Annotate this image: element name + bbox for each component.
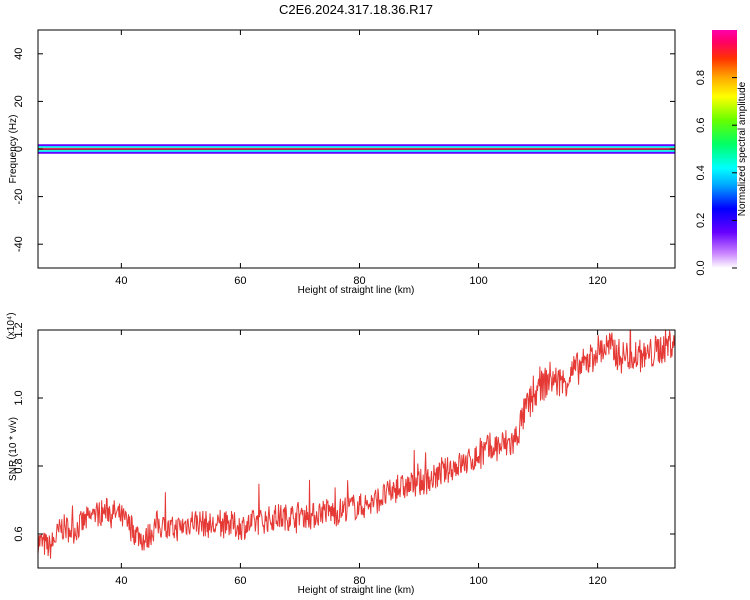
snr-y-ticks: 0.6 0.8 1.0 1.2	[13, 322, 675, 542]
y-tick-label: 0.8	[13, 458, 25, 473]
snr-panel: 40 60 80 100 120 0.6 0.8 1.0 1.2 Height of stra…	[6, 312, 676, 596]
spectrogram-x-label: Height of straight line (km)	[298, 285, 415, 296]
y-tick-label: 20	[13, 95, 25, 107]
y-tick-label: 40	[13, 48, 25, 60]
x-tick-label: 60	[234, 275, 246, 287]
spectrogram-panel: 40 60 80 100 120 -40 -20 0 20 40 Height of strai…	[8, 29, 676, 296]
x-tick-label: 80	[353, 275, 365, 287]
y-tick-label: -40	[13, 236, 25, 252]
snr-line	[38, 330, 675, 559]
x-tick-label: 40	[115, 575, 127, 587]
spectrogram-y-label: Frequency (Hz)	[8, 115, 19, 184]
figure-title: C2E6.2024.317.18.36.R17	[279, 2, 433, 17]
x-tick-label: 120	[588, 275, 606, 287]
y-tick-label: 1.0	[13, 390, 25, 405]
colorbar: 0.0 0.2 0.4 0.6 0.8 Normalized spectral ampl…	[695, 30, 748, 276]
colorbar-tick-label: 0.2	[695, 213, 707, 228]
y-tick-label: -20	[13, 189, 25, 205]
snr-x-ticks: 40 60 80 100 120	[115, 330, 607, 587]
spectrogram-x-ticks: 40 60 80 100 120	[115, 30, 607, 287]
y-tick-label: 0	[13, 146, 25, 152]
y-tick-label: 0.6	[13, 526, 25, 541]
colorbar-tick-label: 0.6	[695, 118, 707, 133]
y-tick-label: 1.2	[13, 322, 25, 337]
x-tick-label: 100	[469, 275, 487, 287]
snr-frame	[37, 329, 676, 569]
colorbar-tick-label: 0.8	[695, 70, 707, 85]
x-tick-label: 40	[115, 275, 127, 287]
spectral-band	[38, 141, 675, 157]
colorbar-label: Normalized spectral amplitude	[737, 81, 748, 216]
snr-x-label: Height of straight line (km)	[298, 585, 415, 596]
colorbar-ticks: 0.0 0.2 0.4 0.6 0.8	[695, 70, 737, 276]
colorbar-gradient	[712, 30, 737, 268]
snr-y-label: SNR (10 * v/v)	[8, 417, 19, 481]
spectrogram-y-ticks: -40 -20 0 20 40	[13, 48, 675, 252]
snr-series	[38, 330, 675, 559]
x-tick-label: 60	[234, 575, 246, 587]
x-tick-label: 100	[469, 575, 487, 587]
snr-plot-area	[38, 330, 675, 568]
x-tick-label: 80	[353, 575, 365, 587]
colorbar-tick-label: 0.4	[695, 165, 707, 180]
x-tick-label: 120	[588, 575, 606, 587]
snr-y-multiplier: (x10⁴)	[6, 312, 17, 339]
colorbar-tick-label: 0.0	[695, 260, 707, 275]
